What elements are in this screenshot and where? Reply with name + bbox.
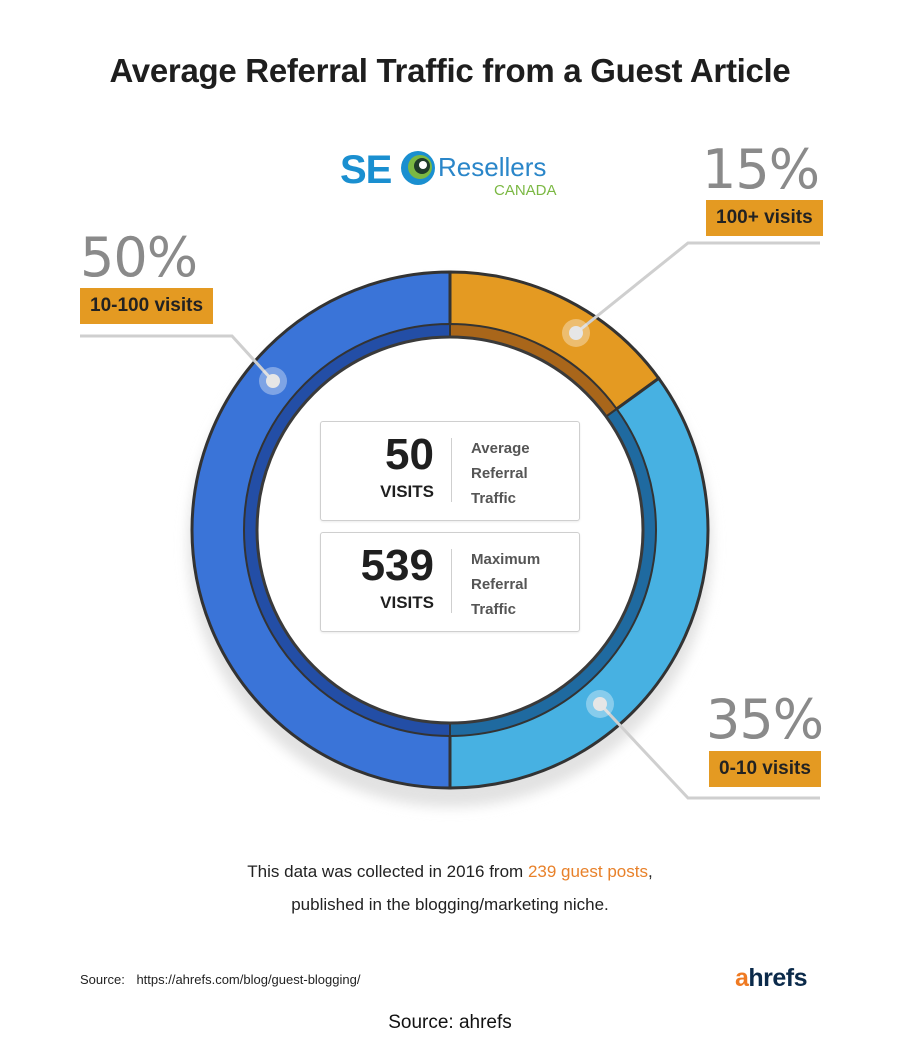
ahrefs-logo: ahrefs — [735, 964, 808, 992]
marker-dot-0 — [569, 326, 583, 340]
slice-label-10-100: 10-100 visits — [80, 288, 214, 324]
chart-title: Average Referral Traffic from a Guest Ar… — [109, 52, 791, 89]
slice-percent-35: 35% — [706, 688, 824, 751]
stat-divider — [451, 438, 452, 502]
logo-canada-text: CANADA — [494, 182, 557, 199]
stat-divider — [451, 549, 452, 613]
footer-source: Source: ahrefs — [388, 1012, 512, 1033]
source-label: Source: — [80, 972, 125, 987]
maximum-traffic-box: 539 VISITS Maximum Referral Traffic — [320, 532, 580, 632]
maximum-traffic-description: Maximum Referral Traffic — [471, 551, 541, 618]
slice-label-100plus: 100+ visits — [706, 200, 823, 236]
source-line: Source: https://ahrefs.com/blog/guest-bl… — [80, 972, 360, 987]
logo-swirl-icon — [401, 151, 435, 185]
leader-line-0 — [575, 241, 820, 335]
slice-percent-15: 15% — [702, 138, 820, 201]
maximum-visits-value: 539 — [360, 541, 434, 590]
guest-posts-highlight: 239 guest posts — [527, 862, 648, 881]
data-note: This data was collected in 2016 from 239… — [247, 862, 653, 914]
logo-resellers-text: Resellers — [438, 152, 547, 182]
slice-label-0-10: 0-10 visits — [709, 751, 821, 787]
leader-line-1 — [598, 702, 820, 800]
source-url: https://ahrefs.com/blog/guest-blogging/ — [136, 972, 361, 987]
marker-dot-2 — [266, 374, 280, 388]
slice-percent-50: 50% — [80, 226, 198, 289]
average-visits-unit: VISITS — [380, 482, 434, 501]
average-traffic-description: Average Referral Traffic — [471, 440, 530, 507]
leader-lines — [80, 241, 820, 800]
logo-seo-text: SE — [340, 148, 392, 192]
seo-resellers-logo: SE Resellers CANADA — [340, 146, 565, 202]
donut-hole — [255, 335, 645, 725]
marker-dot-1 — [593, 697, 607, 711]
maximum-visits-unit: VISITS — [380, 593, 434, 612]
average-visits-value: 50 — [385, 430, 434, 479]
average-traffic-box: 50 VISITS Average Referral Traffic — [320, 421, 580, 521]
leader-line-2 — [80, 334, 275, 383]
